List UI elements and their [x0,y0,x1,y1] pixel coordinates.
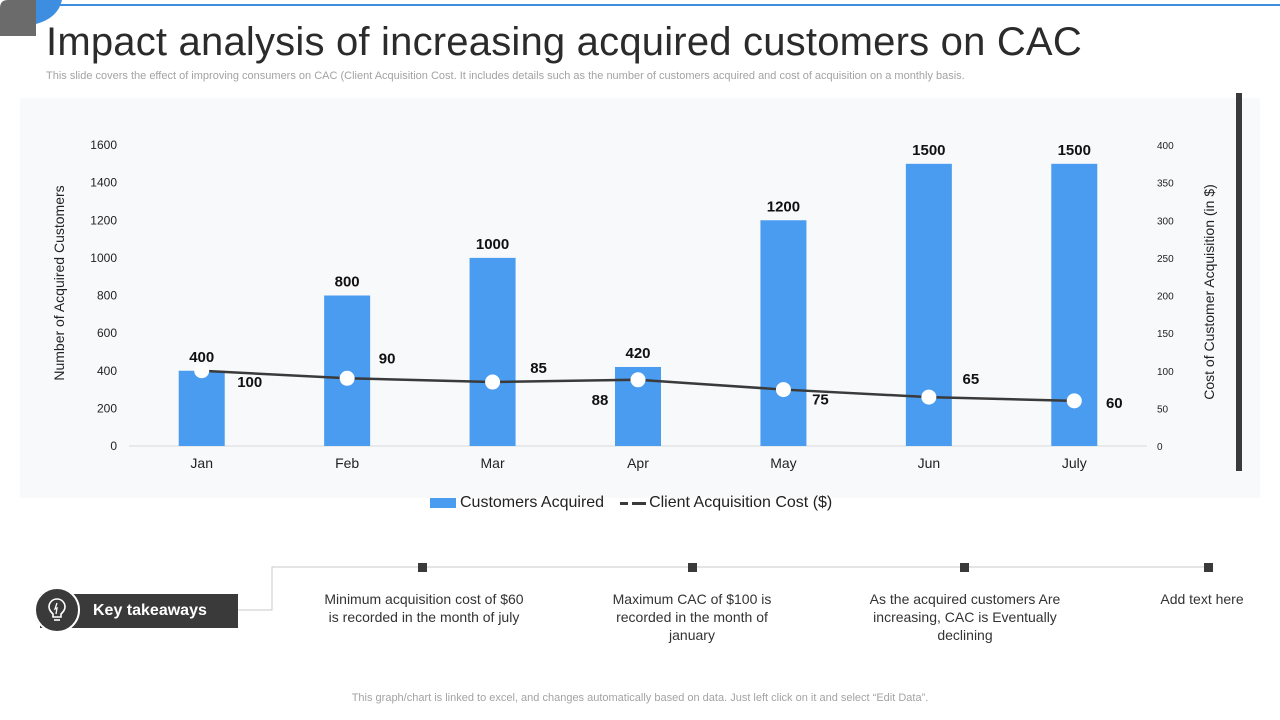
top-accent-line [40,4,1280,6]
bar-data-label: 1500 [912,142,945,159]
footer-note: This graph/chart is linked to excel, and… [351,692,929,704]
line-data-label: 60 [1106,395,1123,412]
chart-legend: Customers Acquired Client Acquisition Co… [430,494,832,512]
x-tick-label: Jan [190,455,213,471]
y-axis-title: Number of Acquired Customers [51,185,67,380]
takeaway-marker [1204,563,1213,572]
line-point [194,363,210,379]
bar [469,257,516,446]
line-data-label: 88 [592,392,609,409]
y-tick-label: 400 [97,364,117,378]
key-takeaways-label: Key takeaways [93,602,207,619]
bar-data-label: 420 [625,345,650,362]
lightbulb-icon [34,587,80,633]
legend-line-swatch [620,501,647,505]
takeaway-text-3: As the acquired customers Are increasing… [869,591,1061,643]
y2-tick-label: 350 [1157,179,1174,190]
bar [178,370,225,446]
y-tick-label: 800 [97,289,117,303]
x-tick-label: Apr [627,455,649,471]
y-tick-label: 200 [97,401,117,415]
bar [760,220,807,446]
line-data-label: 100 [237,374,262,391]
line-point [339,370,355,386]
y2-tick-label: 150 [1157,329,1174,340]
y-tick-label: 0 [110,439,117,453]
line-point [630,372,646,388]
y2-axis-title: Cost of Customer Acquisition (in $) [1201,184,1217,400]
takeaway-text-1: Minimum acquisition cost of $60 is recor… [324,591,524,625]
y2-tick-label: 400 [1157,141,1174,152]
takeaway-marker [418,563,427,572]
y2-tick-label: 300 [1157,216,1174,227]
takeaway-text-2: Maximum CAC of $100 is recorded in the m… [612,591,772,643]
line-data-label: 90 [379,350,396,367]
takeaway-marker [960,563,969,572]
bar-data-label: 400 [189,349,214,366]
corner-decoration [0,0,62,36]
right-accent-bar [1236,93,1242,471]
combo-chart[interactable]: 0 200 400 600 800 1000 1200 1400 1600 0 50 100 150 20… [0,0,1280,500]
x-tick-label: Feb [335,455,359,471]
page-title: Impact analysis of increasing acquired c… [46,20,1082,64]
y2-tick-label: 100 [1157,367,1174,378]
y2-tick-label: 0 [1157,442,1163,453]
x-tick-label: July [1062,455,1087,471]
line-point [1066,393,1082,409]
page-subtitle: This slide covers the effect of improvin… [46,70,965,82]
bar-data-label: 1000 [476,236,509,253]
y-tick-label: 1000 [90,251,117,265]
legend-bar-label: Customers Acquired [460,494,605,511]
line-data-label: 65 [963,371,980,388]
y-tick-label: 600 [97,326,117,340]
bar-data-label: 800 [335,274,360,291]
y2-tick-label: 50 [1157,404,1169,415]
bar-data-label: 1200 [767,198,800,215]
y2-tick-label: 250 [1157,254,1174,265]
line-data-label: 75 [812,392,829,409]
bar [324,295,371,446]
legend-line-label: Client Acquisition Cost ($) [649,494,833,511]
y-tick-label: 1400 [90,176,117,190]
x-tick-label: Mar [481,455,505,471]
line-point [485,374,501,390]
takeaway-text-4: Add text here [1160,591,1244,607]
y-tick-label: 1200 [90,213,117,227]
line-point [775,382,791,398]
line-data-label: 85 [530,360,547,377]
y2-tick-label: 200 [1157,292,1174,303]
x-tick-label: Jun [918,455,941,471]
legend-bar-swatch [430,498,456,508]
bar-data-label: 1500 [1058,142,1091,159]
y-tick-label: 1600 [90,138,117,152]
x-tick-label: May [770,455,796,471]
line-point [921,389,937,405]
takeaway-marker [688,563,697,572]
